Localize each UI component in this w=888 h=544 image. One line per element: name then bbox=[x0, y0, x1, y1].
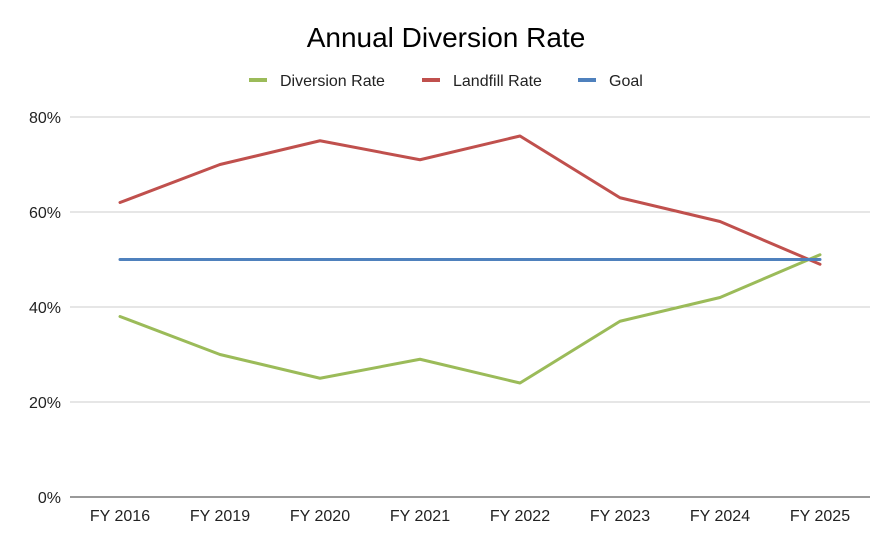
legend: Diversion Rate Landfill Rate Goal bbox=[249, 73, 643, 90]
x-tick-label: FY 2022 bbox=[490, 508, 550, 525]
x-tick-label: FY 2024 bbox=[690, 508, 750, 525]
y-tick-label: 20% bbox=[29, 395, 61, 412]
legend-item-landfill-rate: Landfill Rate bbox=[422, 73, 542, 90]
y-tick-label: 60% bbox=[29, 205, 61, 222]
series-line-landfill-rate bbox=[118, 134, 822, 266]
y-axis-ticks: 0% 20% 40% 60% 80% bbox=[29, 110, 61, 507]
series-line-diversion-rate bbox=[118, 253, 822, 385]
x-tick-label: FY 2021 bbox=[390, 508, 450, 525]
legend-label: Goal bbox=[609, 73, 643, 90]
chart-title: Annual Diversion Rate bbox=[307, 22, 586, 53]
y-tick-label: 80% bbox=[29, 110, 61, 127]
gridlines bbox=[70, 116, 870, 403]
x-axis-ticks: FY 2016 FY 2019 FY 2020 FY 2021 FY 2022 FY 20… bbox=[90, 508, 850, 525]
legend-item-diversion-rate: Diversion Rate bbox=[249, 73, 385, 90]
x-tick-label: FY 2023 bbox=[590, 508, 650, 525]
y-tick-label: 0% bbox=[38, 490, 61, 507]
series-group bbox=[118, 134, 822, 385]
x-tick-label: FY 2025 bbox=[790, 508, 850, 525]
legend-item-goal: Goal bbox=[578, 73, 643, 90]
legend-label: Diversion Rate bbox=[280, 73, 385, 90]
legend-label: Landfill Rate bbox=[453, 73, 542, 90]
x-tick-label: FY 2019 bbox=[190, 508, 250, 525]
x-tick-label: FY 2016 bbox=[90, 508, 150, 525]
x-tick-label: FY 2020 bbox=[290, 508, 350, 525]
y-tick-label: 40% bbox=[29, 300, 61, 317]
